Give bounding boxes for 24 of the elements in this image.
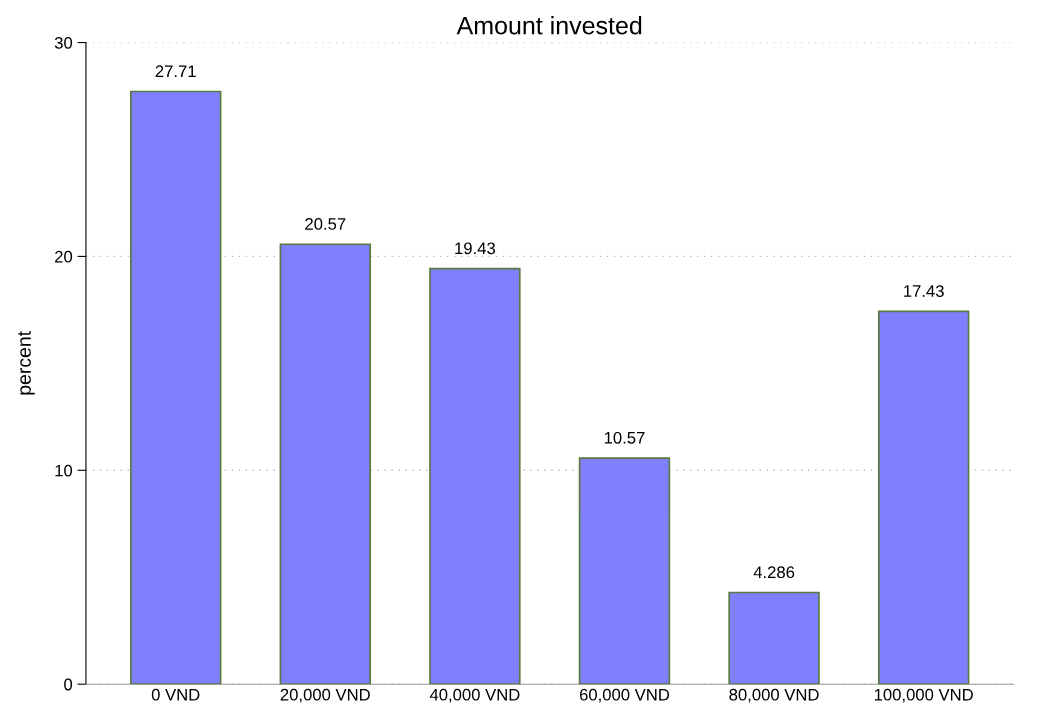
x-tick-label: 0 VND [151, 688, 200, 701]
data-label: 20.57 [305, 218, 346, 230]
y-tick-label: 10 [55, 464, 73, 477]
x-tick-label: 100,000 VND [874, 688, 973, 703]
chart-title: Amount invested [456, 16, 642, 35]
y-tick-label: 0 [64, 678, 73, 691]
bar [877, 310, 970, 685]
y-tick-label: 30 [54, 36, 73, 49]
data-label: 4.286 [753, 566, 795, 579]
x-tick-label: 60,000 VND [579, 688, 670, 703]
y-tick-label: 20 [55, 250, 73, 263]
x-tick-label: 40,000 VND [429, 688, 520, 703]
data-label: 27.71 [155, 65, 196, 77]
data-label: 19.43 [455, 242, 495, 255]
x-tick-label: 80,000 VND [729, 688, 819, 703]
bar [578, 457, 671, 685]
data-label: 17.43 [904, 285, 944, 297]
bar [279, 243, 371, 685]
bar [728, 591, 820, 685]
data-label: 10.57 [604, 431, 645, 444]
x-tick-label: 20,000 VND [280, 688, 370, 703]
y-axis-title: percent [18, 331, 35, 395]
bar [129, 90, 222, 685]
bar [429, 267, 521, 685]
